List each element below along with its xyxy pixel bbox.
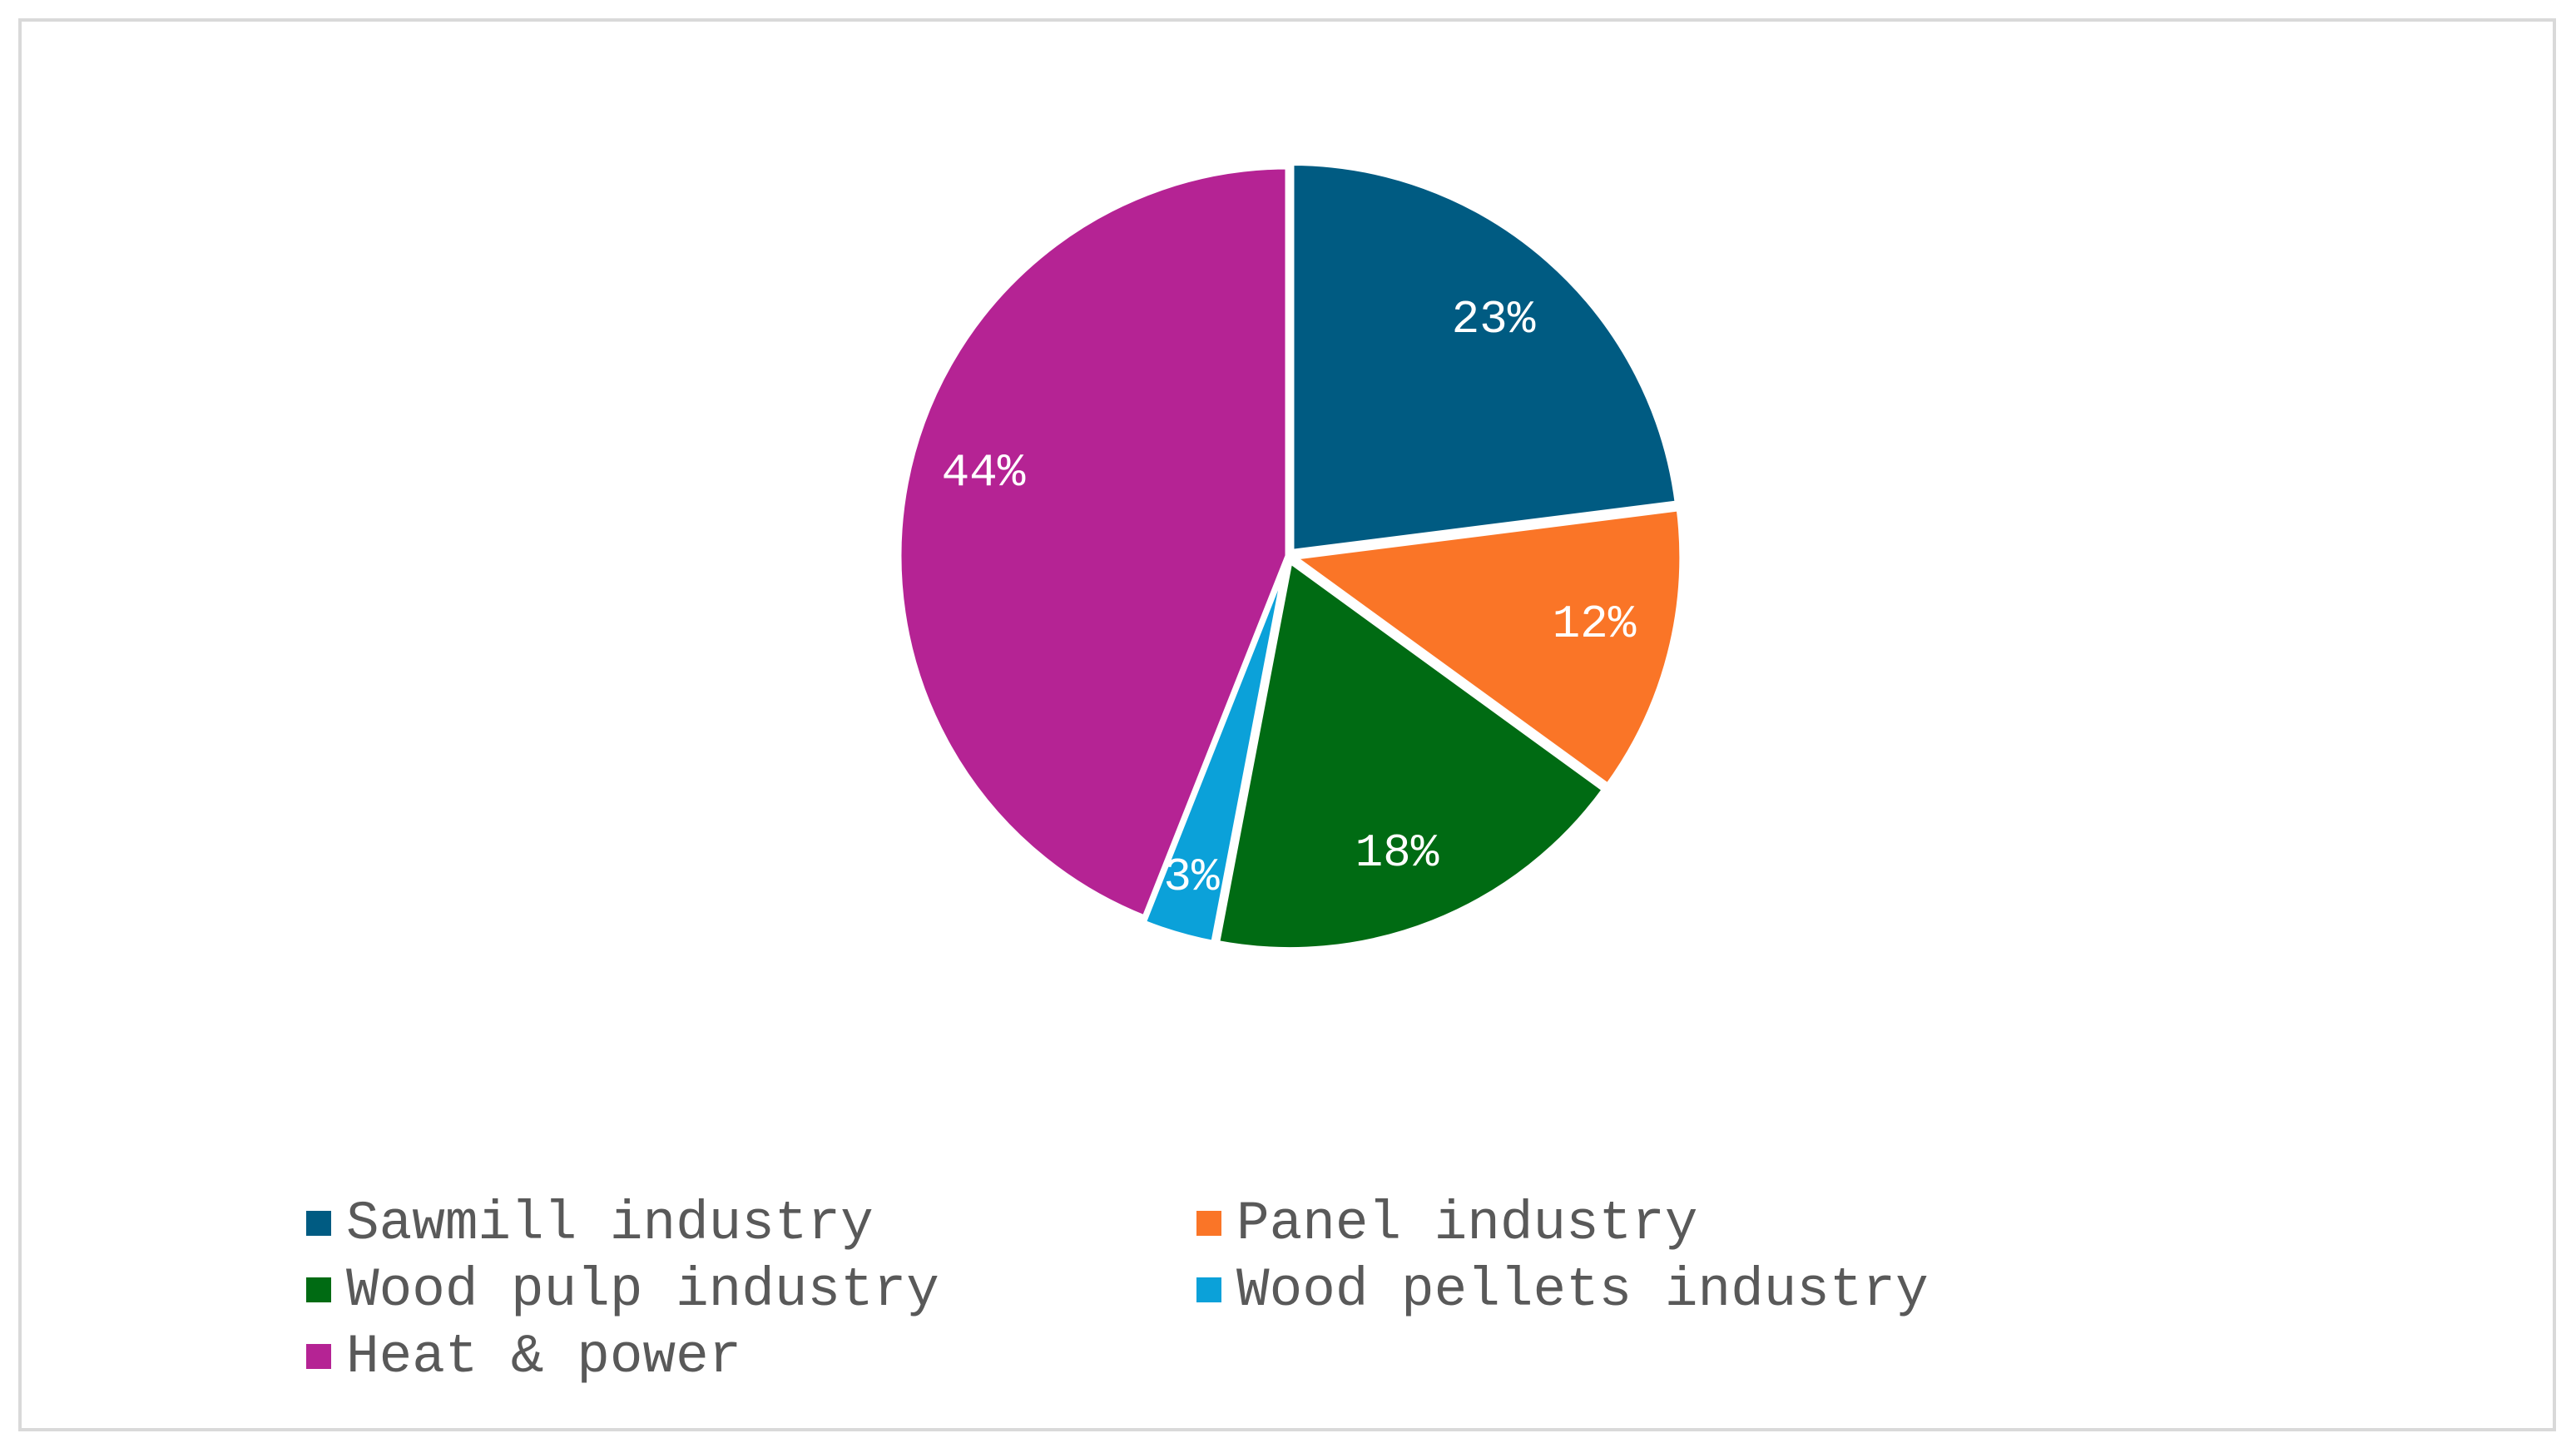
pie-data-labels: 23% 12% 18% 3% 44% bbox=[942, 293, 1637, 904]
legend-item-heat-power: Heat & power bbox=[306, 1323, 741, 1390]
data-label-wood-pellets: 3% bbox=[1163, 850, 1220, 904]
pie-slices bbox=[895, 159, 1686, 954]
legend-item-wood-pulp: Wood pulp industry bbox=[306, 1257, 939, 1323]
legend-item-panel: Panel industry bbox=[1196, 1190, 1698, 1257]
legend-item-sawmill: Sawmill industry bbox=[306, 1190, 874, 1257]
legend-label-panel: Panel industry bbox=[1236, 1192, 1698, 1255]
legend-label-heat-power: Heat & power bbox=[346, 1325, 742, 1388]
legend-swatch-heat-power bbox=[306, 1344, 331, 1369]
legend-swatch-wood-pulp bbox=[306, 1277, 331, 1302]
legend-item-wood-pellets: Wood pellets industry bbox=[1196, 1257, 1929, 1323]
data-label-panel: 12% bbox=[1553, 598, 1637, 651]
pie-slice-panel bbox=[1290, 505, 1686, 790]
data-label-heat-power: 44% bbox=[942, 446, 1026, 499]
legend-swatch-panel bbox=[1196, 1211, 1221, 1236]
data-label-sawmill: 23% bbox=[1452, 293, 1536, 346]
legend-swatch-sawmill bbox=[306, 1211, 331, 1236]
legend-swatch-wood-pellets bbox=[1196, 1277, 1221, 1302]
legend-label-wood-pulp: Wood pulp industry bbox=[346, 1258, 939, 1322]
legend-label-sawmill: Sawmill industry bbox=[346, 1192, 874, 1255]
pie-slice-wood-pulp bbox=[1214, 558, 1608, 954]
pie-slice-heat-power bbox=[895, 163, 1291, 921]
legend-label-wood-pellets: Wood pellets industry bbox=[1236, 1258, 1929, 1322]
pie-slice-sawmill bbox=[1288, 159, 1681, 555]
data-label-wood-pulp: 18% bbox=[1355, 826, 1439, 880]
